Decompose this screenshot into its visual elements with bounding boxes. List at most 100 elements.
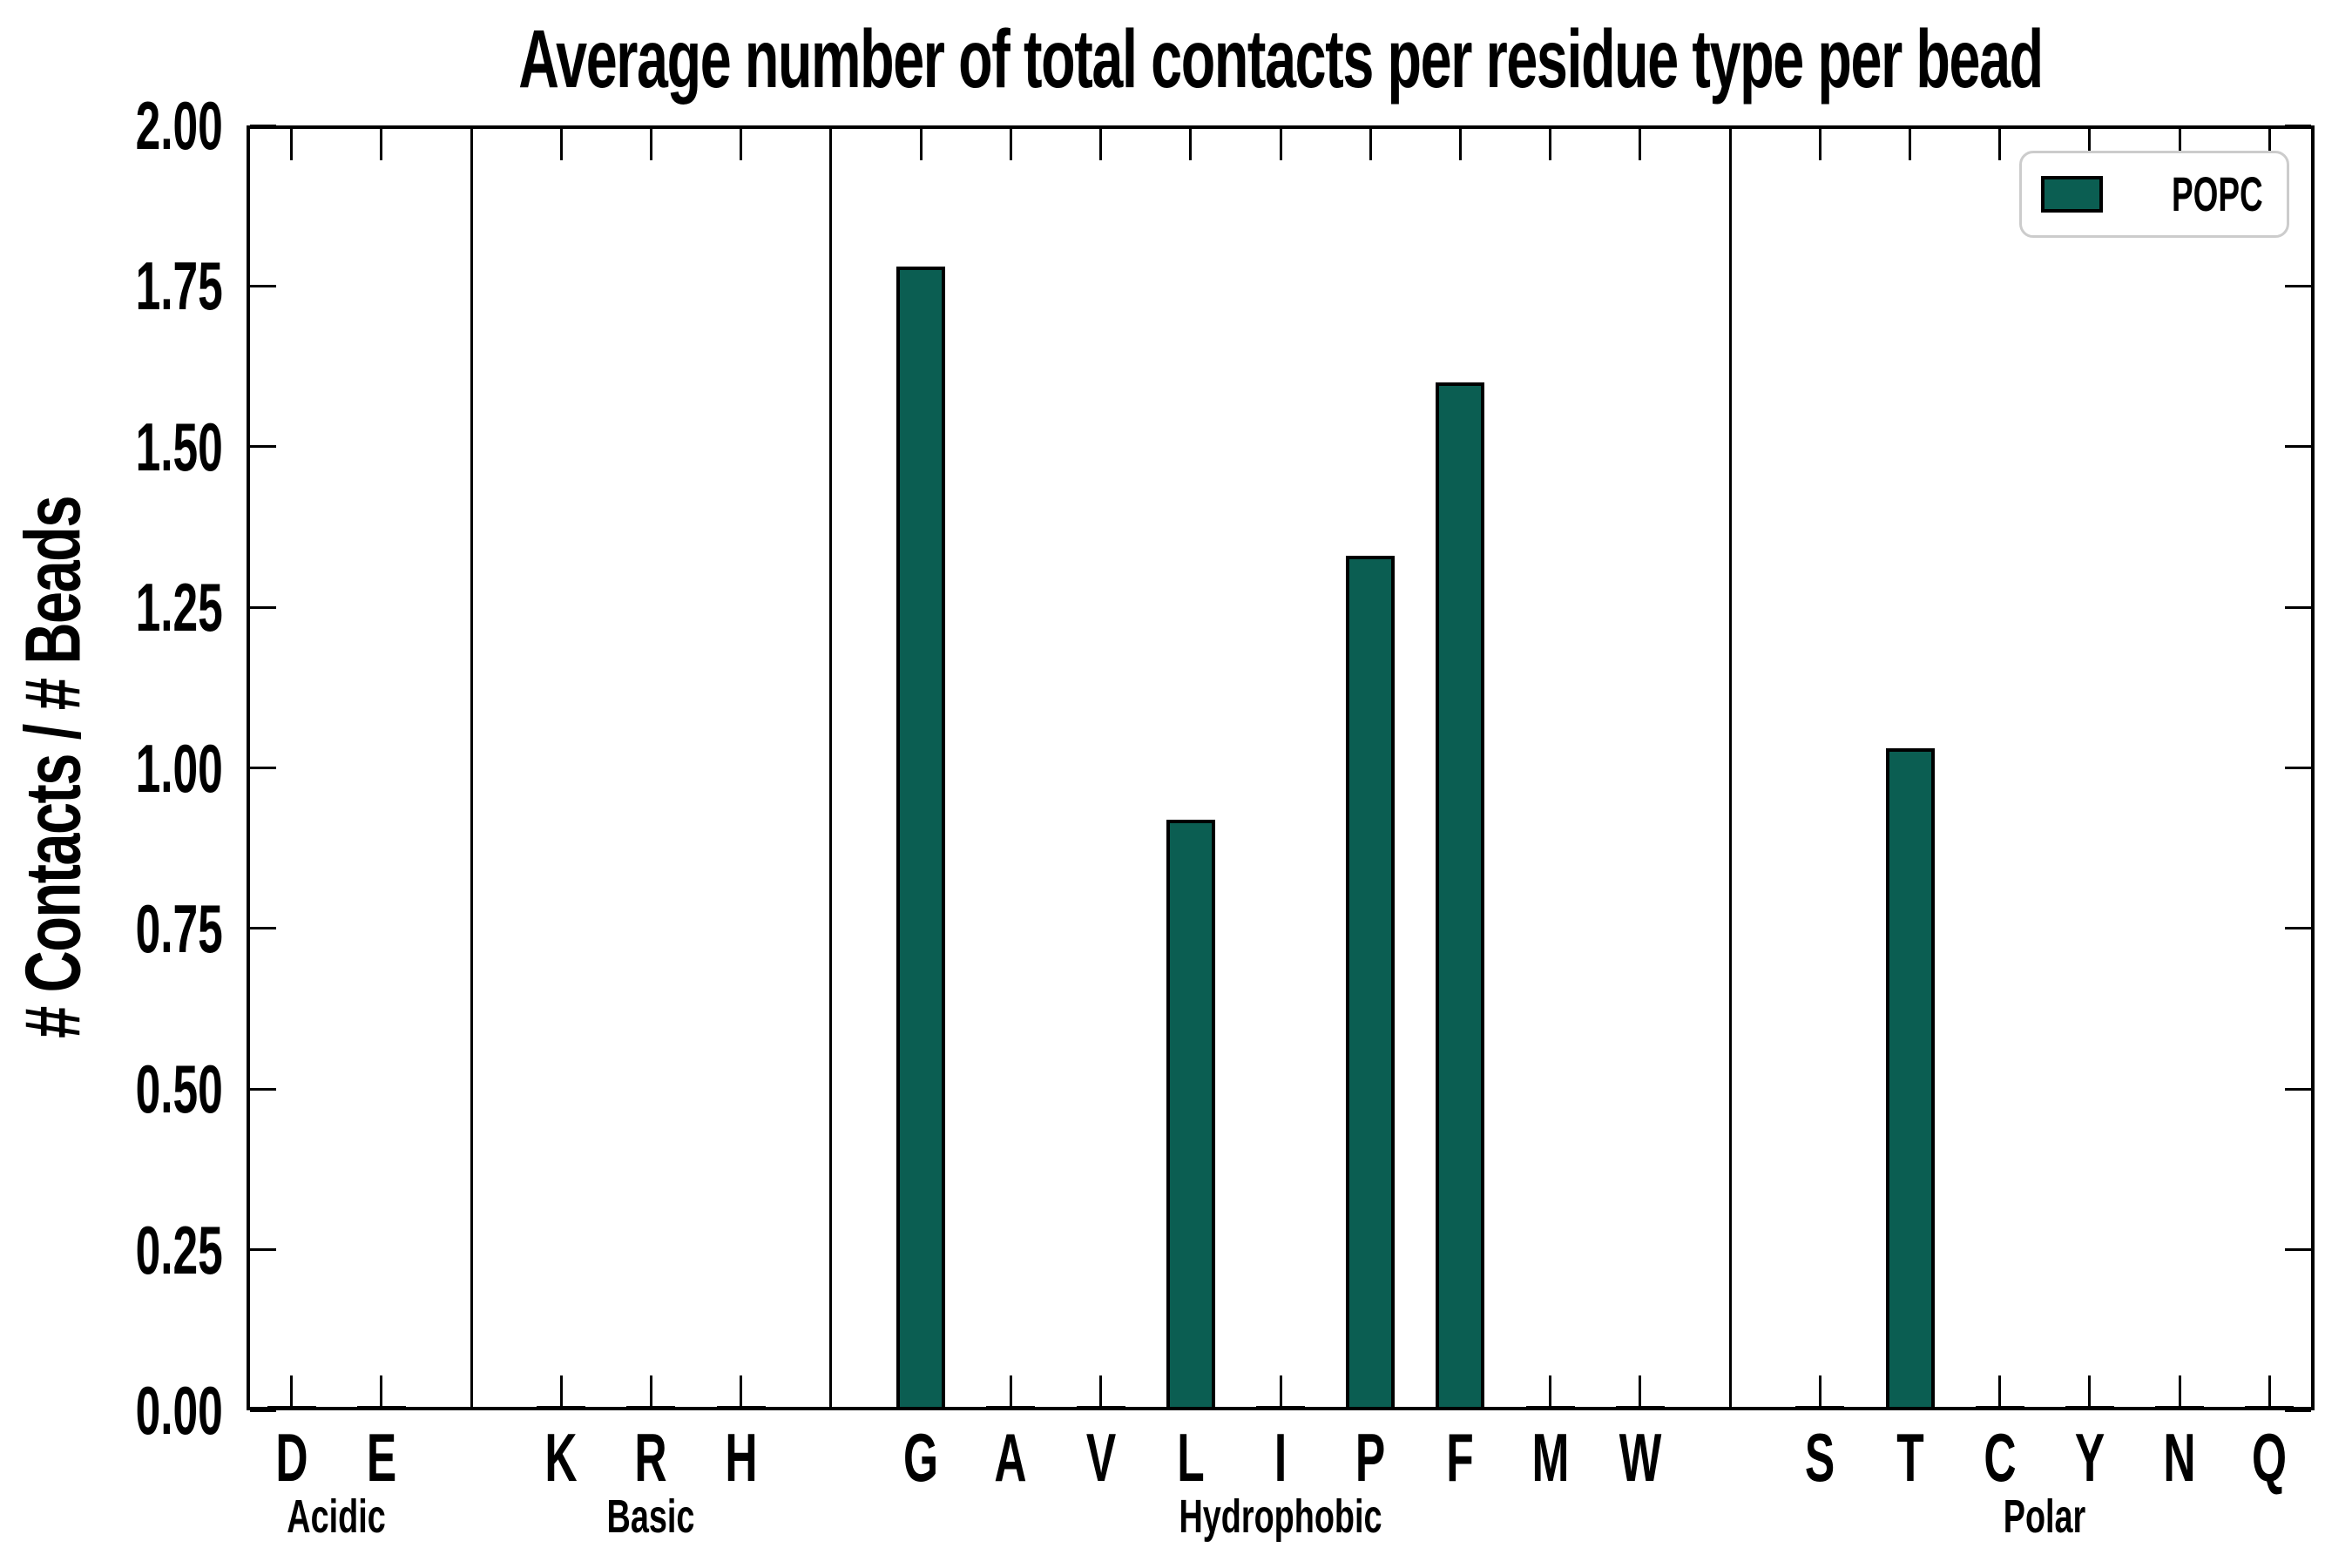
- y-tick-left-1.50: [250, 445, 276, 449]
- x-tick-label-A: A: [986, 1423, 1035, 1491]
- group-separator-0: [470, 125, 473, 1410]
- x-tick-top-R: [649, 129, 652, 160]
- x-tick-bottom-N: [2178, 1375, 2181, 1407]
- x-tick-label-E: E: [359, 1423, 404, 1491]
- x-tick-bottom-V: [1099, 1375, 1103, 1407]
- zero-bar-K: [537, 1406, 586, 1410]
- zero-bar-H: [716, 1406, 766, 1410]
- zero-bar-N: [2155, 1406, 2205, 1410]
- group-label-polar: Polar: [1986, 1493, 2104, 1540]
- x-tick-bottom-M: [1549, 1375, 1552, 1407]
- group-label-text-acidic: Acidic: [287, 1490, 386, 1543]
- x-tick-top-W: [1639, 129, 1642, 160]
- y-tick-left-0.00: [250, 1409, 276, 1412]
- bar-G: [896, 267, 946, 1410]
- x-tick-top-S: [1818, 129, 1821, 160]
- x-tick-bottom-I: [1279, 1375, 1282, 1407]
- y-tick-right-1.00: [2285, 767, 2311, 769]
- y-tick-right-1.75: [2285, 284, 2311, 287]
- x-tick-label-G: G: [895, 1423, 948, 1491]
- y-tick-label-text-0.75: 0.75: [135, 889, 223, 967]
- zero-bar-Q: [2245, 1406, 2295, 1410]
- x-tick-top-I: [1279, 129, 1282, 160]
- x-tick-label-text-N: N: [2163, 1419, 2196, 1496]
- x-tick-label-text-V: V: [1085, 1419, 1116, 1496]
- zero-bar-Y: [2065, 1406, 2114, 1410]
- x-tick-label-text-H: H: [725, 1419, 758, 1496]
- zero-bar-M: [1525, 1406, 1575, 1410]
- x-tick-top-Q: [2268, 129, 2271, 160]
- legend: POPC: [2019, 151, 2289, 238]
- x-tick-bottom-W: [1639, 1375, 1642, 1407]
- y-tick-label-text-1.75: 1.75: [135, 247, 223, 325]
- x-tick-label-text-G: G: [903, 1419, 939, 1496]
- group-separator-2: [1728, 125, 1732, 1410]
- legend-label: POPC: [2172, 166, 2264, 221]
- zero-bar-V: [1076, 1406, 1125, 1410]
- x-tick-bottom-A: [1009, 1375, 1012, 1407]
- y-tick-label-text-1.00: 1.00: [135, 729, 223, 807]
- x-tick-label-text-M: M: [1531, 1419, 1570, 1496]
- x-tick-top-F: [1458, 129, 1462, 160]
- group-label-text-polar: Polar: [2004, 1490, 2086, 1543]
- x-tick-top-T: [1909, 129, 1912, 160]
- y-tick-label-1.00: 1.00: [91, 734, 223, 802]
- x-tick-label-Q: Q: [2243, 1423, 2296, 1491]
- y-tick-label-text-2.00: 2.00: [135, 87, 223, 164]
- x-tick-label-text-D: D: [275, 1419, 308, 1496]
- group-label-text-basic: Basic: [607, 1490, 695, 1543]
- y-tick-label-text-0.00: 0.00: [135, 1372, 223, 1449]
- x-tick-bottom-E: [380, 1375, 383, 1407]
- y-tick-right-2.00: [2285, 124, 2311, 127]
- y-tick-label-0.50: 0.50: [91, 1055, 223, 1123]
- group-label-basic: Basic: [588, 1493, 713, 1540]
- y-tick-label-1.25: 1.25: [91, 573, 223, 641]
- zero-bar-W: [1615, 1406, 1665, 1410]
- y-tick-left-2.00: [250, 124, 276, 127]
- x-tick-label-text-E: E: [366, 1419, 396, 1496]
- x-tick-label-text-F: F: [1446, 1419, 1475, 1496]
- group-label-text-hydrophobic: Hydrophobic: [1179, 1490, 1382, 1543]
- x-tick-label-W: W: [1608, 1423, 1673, 1491]
- x-tick-label-V: V: [1078, 1423, 1124, 1491]
- x-tick-label-M: M: [1522, 1423, 1578, 1491]
- x-tick-top-A: [1009, 129, 1012, 160]
- y-tick-left-0.25: [250, 1248, 276, 1252]
- bar-F: [1436, 382, 1485, 1410]
- x-tick-top-L: [1189, 129, 1193, 160]
- bar-L: [1166, 819, 1215, 1410]
- x-tick-label-text-T: T: [1896, 1419, 1924, 1496]
- x-tick-bottom-D: [290, 1375, 294, 1407]
- x-tick-label-text-K: K: [544, 1419, 578, 1496]
- x-tick-label-S: S: [1797, 1423, 1842, 1491]
- y-tick-label-1.50: 1.50: [91, 413, 223, 481]
- x-tick-top-Y: [2088, 129, 2092, 160]
- x-tick-label-text-W: W: [1619, 1419, 1662, 1496]
- y-tick-label-0.25: 0.25: [91, 1216, 223, 1284]
- y-tick-right-0.25: [2285, 1248, 2311, 1252]
- x-tick-top-N: [2178, 129, 2181, 160]
- zero-bar-D: [267, 1406, 316, 1410]
- y-tick-left-0.75: [250, 927, 276, 930]
- x-tick-label-H: H: [717, 1423, 766, 1491]
- y-tick-right-1.25: [2285, 605, 2311, 609]
- y-tick-left-1.75: [250, 284, 276, 287]
- x-tick-label-C: C: [1976, 1423, 2024, 1491]
- y-tick-right-0.50: [2285, 1087, 2311, 1091]
- x-tick-bottom-Q: [2268, 1375, 2271, 1407]
- x-tick-label-text-P: P: [1355, 1419, 1386, 1496]
- zero-bar-R: [626, 1406, 676, 1410]
- x-tick-top-C: [1998, 129, 2002, 160]
- y-tick-label-text-0.25: 0.25: [135, 1211, 223, 1288]
- x-tick-top-K: [559, 129, 563, 160]
- x-tick-label-I: I: [1271, 1423, 1290, 1491]
- x-tick-label-Y: Y: [2067, 1423, 2112, 1491]
- y-tick-left-1.25: [250, 605, 276, 609]
- x-tick-top-M: [1549, 129, 1552, 160]
- y-tick-left-0.50: [250, 1087, 276, 1091]
- x-tick-label-T: T: [1889, 1423, 1931, 1491]
- x-tick-label-text-C: C: [1984, 1419, 2017, 1496]
- plot-area-border: [247, 125, 2315, 1410]
- y-tick-label-1.75: 1.75: [91, 252, 223, 320]
